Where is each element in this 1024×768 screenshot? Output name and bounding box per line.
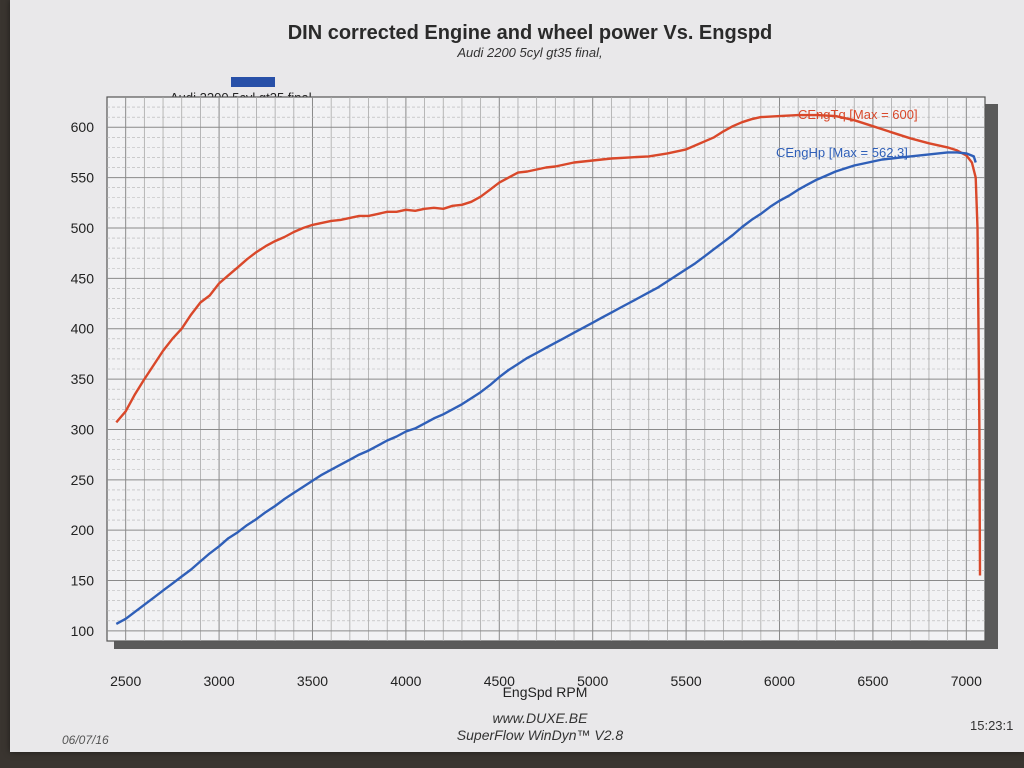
x-tick-label: 4000 [390, 673, 421, 689]
x-tick-label: 5000 [577, 673, 608, 689]
series-label-torque: CEngTq [Max = 600] [798, 107, 918, 122]
x-tick-label: 6500 [857, 673, 888, 689]
series-lines [115, 113, 982, 625]
footer-time: 15:23:1 [970, 718, 1014, 733]
y-tick-label: 200 [71, 522, 95, 538]
y-tick-label: 350 [71, 371, 95, 387]
y-tick-label: 300 [71, 421, 95, 437]
x-tick-label: 3000 [204, 673, 235, 689]
tick-labels: 2500 3000 3500 4000 4500 5000 5500 6000 6500 7000… [71, 119, 982, 689]
legend-swatch [231, 77, 275, 87]
x-tick-label: 3500 [297, 673, 328, 689]
chart-title: DIN corrected Engine and wheel power Vs.… [287, 22, 773, 44]
y-tick-label: 100 [71, 623, 95, 639]
series-line-torque [115, 113, 982, 576]
grid-lines [107, 97, 985, 641]
y-tick-label: 550 [71, 170, 95, 186]
x-tick-label: 4500 [484, 673, 515, 689]
x-tick-label: 5500 [671, 673, 702, 689]
x-axis-label: EngSpd RPM [503, 684, 588, 700]
y-tick-label: 450 [71, 270, 95, 286]
x-tick-label: 2500 [110, 673, 141, 689]
footer-date: 06/07/16 [62, 733, 109, 747]
footer-program: SuperFlow WinDyn™ V2.8 [456, 727, 624, 743]
footer-url: www.DUXE.BE [492, 710, 588, 726]
series-line-power [115, 151, 977, 625]
x-tick-label: 7000 [951, 673, 982, 689]
x-tick-label: 6000 [764, 673, 795, 689]
series-label-power: CEngHp [Max = 562.3] [776, 145, 908, 160]
y-tick-label: 250 [71, 472, 95, 488]
y-tick-label: 400 [71, 321, 95, 337]
y-tick-label: 600 [71, 119, 95, 135]
chart-subtitle: Audi 2200 5cyl gt35 final, [457, 45, 603, 60]
y-tick-label: 500 [71, 220, 95, 236]
y-tick-label: 150 [71, 573, 95, 589]
